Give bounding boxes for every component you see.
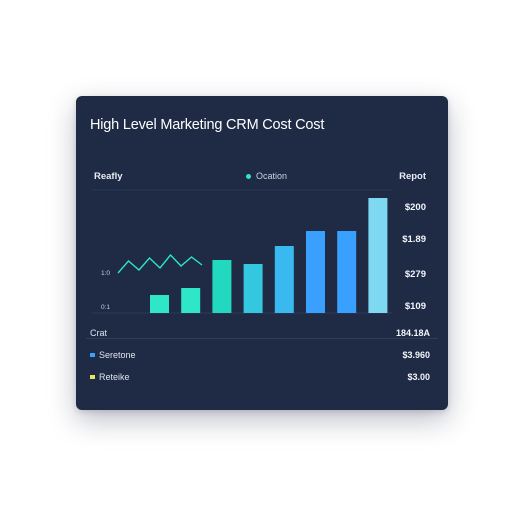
bar-1 [150, 295, 169, 313]
footer-row-2-value: $3.960 [402, 350, 430, 360]
footer-row-3-value: $3.00 [407, 372, 430, 382]
bar-7 [337, 231, 357, 313]
value-label-1: $200 [404, 202, 426, 213]
bar-8 [368, 198, 388, 313]
right-header-label: Repot [399, 171, 426, 182]
bar-chart [92, 189, 392, 314]
bar-5 [274, 246, 294, 313]
blue-swatch-icon [90, 353, 95, 357]
footer-divider [86, 338, 438, 339]
legend-label: Ocation [256, 171, 288, 181]
value-label-4: $109 [404, 301, 426, 312]
value-label-2: $1.89 [402, 234, 426, 245]
footer-row-3-label: Reteike [99, 372, 130, 382]
bar-4 [243, 264, 263, 313]
chart-card: High Level Marketing CRM Cost Cost Reafl… [76, 96, 448, 410]
bar-6 [306, 231, 325, 313]
footer-row-3: Reteike $3.00 [90, 372, 430, 382]
bar-2 [181, 288, 201, 313]
legend-dot-icon [246, 173, 251, 179]
legend: Ocation [246, 171, 287, 181]
footer-row-1: Crat 184.18A [90, 328, 430, 338]
trend-line [117, 253, 203, 274]
axis-label-bottom: 0:1 [101, 304, 111, 311]
footer-row-2-label: Seretone [99, 350, 136, 360]
value-label-3: $279 [404, 269, 426, 280]
footer-row-2: Seretone $3.960 [90, 350, 430, 360]
bar-3 [212, 260, 232, 313]
footer-row-1-label: Crat [90, 328, 108, 338]
axis-label-top: 1:0 [101, 270, 111, 277]
yellow-swatch-icon [90, 375, 95, 379]
footer-row-1-value: 184.18A [395, 328, 430, 338]
chart-title: High Level Marketing CRM Cost Cost [90, 117, 325, 133]
left-header-label: Reafly [94, 171, 123, 182]
